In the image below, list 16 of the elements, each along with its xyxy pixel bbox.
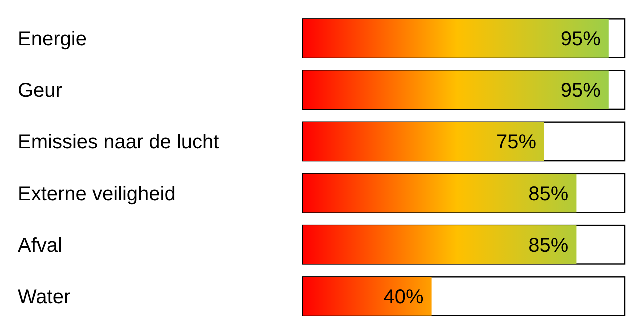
bar xyxy=(303,226,577,264)
y-tick-label: Energie xyxy=(18,28,87,51)
y-tick-label: Geur xyxy=(18,80,63,102)
bar xyxy=(303,277,432,316)
bar xyxy=(303,122,544,162)
data-label: 85% xyxy=(528,183,569,206)
y-tick-label: Emissies naar de lucht xyxy=(18,132,220,154)
y-tick-label: Afval xyxy=(18,234,62,257)
y-tick-label: Water xyxy=(18,286,71,308)
bar xyxy=(303,174,577,213)
data-label: 95% xyxy=(560,28,602,51)
data-label: 85% xyxy=(528,234,569,257)
data-label: 95% xyxy=(560,80,602,102)
data-label: 75% xyxy=(496,132,537,154)
y-tick-label: Externe veiligheid xyxy=(18,183,176,206)
data-label: 40% xyxy=(384,286,424,308)
